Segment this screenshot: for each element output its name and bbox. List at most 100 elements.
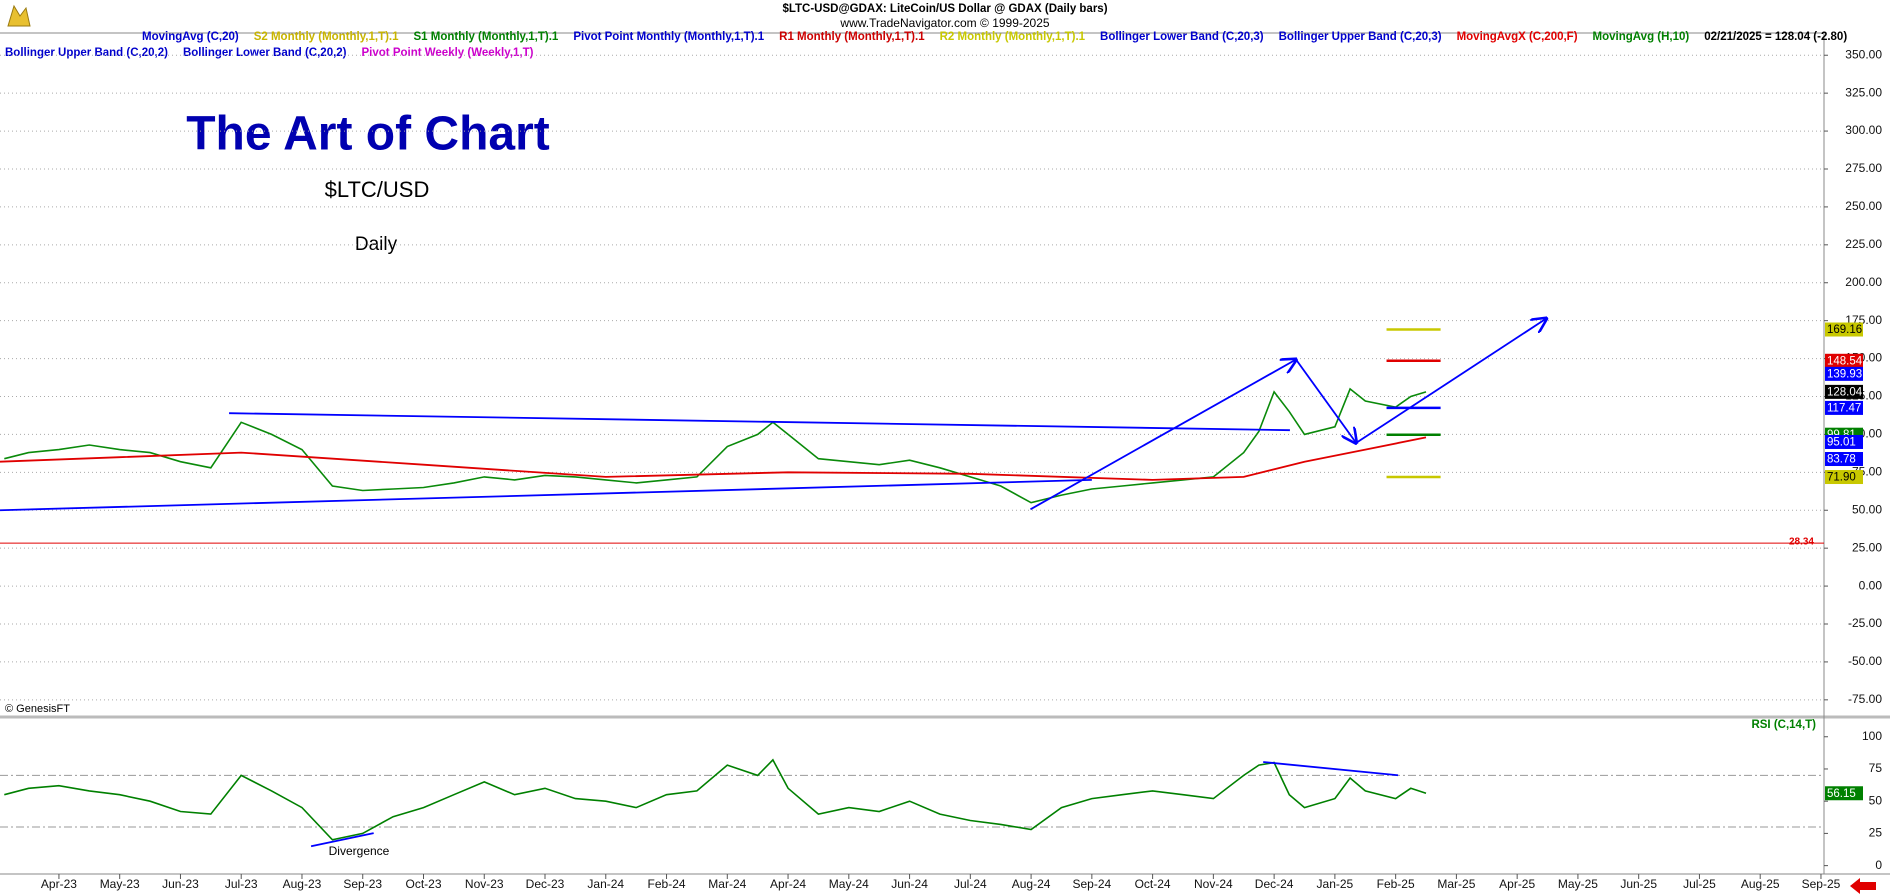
x-tick-label: Dec-23 xyxy=(526,877,565,891)
header-site: www.TradeNavigator.com © 1999-2025 xyxy=(839,16,1049,30)
y-tick-label: 50.00 xyxy=(1852,502,1882,516)
chart-subtitle: $LTC/USD xyxy=(325,177,430,202)
legend-entry: Bollinger Lower Band (C,20,3) xyxy=(1100,31,1264,43)
y-tick-label: 225.00 xyxy=(1845,237,1882,251)
x-tick-label: Aug-24 xyxy=(1012,877,1051,891)
x-tick-label: Oct-23 xyxy=(405,877,441,891)
x-tick-label: Mar-25 xyxy=(1437,877,1475,891)
legend-entry: R2 Monthly (Monthly,1,T).1 xyxy=(940,31,1086,43)
price-label: 148.54 xyxy=(1827,355,1863,367)
x-tick-label: Jul-24 xyxy=(954,877,987,891)
x-tick-label: Oct-24 xyxy=(1135,877,1171,891)
y-tick-label: 100 xyxy=(1862,729,1882,743)
legend-entry: Bollinger Upper Band (C,20,3) xyxy=(1279,31,1442,43)
x-tick-label: May-25 xyxy=(1558,877,1598,891)
x-tick-label: Nov-24 xyxy=(1194,877,1233,891)
x-tick-label: Jan-25 xyxy=(1317,877,1354,891)
y-tick-label: 25.00 xyxy=(1852,540,1882,554)
x-tick-label: Apr-24 xyxy=(770,877,806,891)
trend-line xyxy=(310,832,374,848)
trend-line xyxy=(1263,761,1399,777)
x-tick-label: Sep-24 xyxy=(1072,877,1111,891)
price-label-box xyxy=(1825,322,1863,337)
y-tick-label: 75 xyxy=(1869,761,1883,775)
x-tick-label: Feb-24 xyxy=(648,877,686,891)
horizontal-line-label: 28.34 xyxy=(1789,537,1814,548)
x-tick-label: Feb-25 xyxy=(1377,877,1415,891)
x-tick-label: Apr-25 xyxy=(1499,877,1535,891)
x-tick-label: Sep-23 xyxy=(343,877,382,891)
y-tick-label: 0 xyxy=(1875,858,1882,872)
legend-entry: Bollinger Lower Band (C,20,2) xyxy=(183,47,347,59)
x-tick-label: Sep-25 xyxy=(1802,877,1841,891)
x-tick-label: Mar-24 xyxy=(708,877,746,891)
legend-entry: 02/21/2025 = 128.04 (-2.80) xyxy=(1704,31,1847,43)
price-label-box xyxy=(1825,353,1863,368)
price-label: 169.16 xyxy=(1827,324,1862,336)
x-tick-label: Jul-23 xyxy=(225,877,258,891)
x-tick-label: Aug-25 xyxy=(1741,877,1780,891)
x-tick-label: May-24 xyxy=(829,877,869,891)
x-tick-label: Jan-24 xyxy=(587,877,624,891)
trend-line xyxy=(1355,319,1546,444)
rsi-title: RSI (C,14,T) xyxy=(1751,719,1816,731)
y-tick-label: -50.00 xyxy=(1848,654,1882,668)
x-tick-label: Dec-24 xyxy=(1255,877,1294,891)
price-label-box xyxy=(1825,400,1863,415)
legend-entry: R1 Monthly (Monthly,1,T).1 xyxy=(779,31,925,43)
x-tick-label: Jun-25 xyxy=(1620,877,1657,891)
trend-line xyxy=(1030,359,1296,511)
price-label-box xyxy=(1825,786,1863,801)
trend-line xyxy=(1295,358,1356,442)
legend-entry: MovingAvg (C,20) xyxy=(142,31,239,43)
trend-line xyxy=(229,412,1290,432)
price-label-box xyxy=(1825,434,1863,449)
divergence-label: Divergence xyxy=(329,844,390,858)
header-symbol: $LTC-USD@GDAX: LiteCoin/US Dollar @ GDAX… xyxy=(782,3,1107,15)
plot-area xyxy=(0,758,1824,841)
legend-entry: S1 Monthly (Monthly,1,T).1 xyxy=(414,31,559,43)
price-label: 117.47 xyxy=(1827,402,1861,414)
scroll-arrow[interactable] xyxy=(1850,878,1876,894)
y-tick-label: 250.00 xyxy=(1845,199,1882,213)
plot-area xyxy=(0,54,1824,701)
y-tick-label: 300.00 xyxy=(1845,123,1882,137)
price-label-box xyxy=(1825,452,1863,467)
price-label: 56.15 xyxy=(1827,788,1856,800)
price-label-box xyxy=(1825,366,1863,381)
y-tick-label: 200.00 xyxy=(1845,275,1882,289)
x-tick-label: Aug-23 xyxy=(283,877,322,891)
y-tick-label: 0.00 xyxy=(1859,578,1883,592)
legend-entry: Pivot Point Monthly (Monthly,1,T).1 xyxy=(573,31,764,43)
y-tick-label: 325.00 xyxy=(1845,85,1882,99)
chart-title: The Art of Chart xyxy=(186,108,550,161)
x-tick-label: Jun-24 xyxy=(891,877,928,891)
x-tick-label: Jul-25 xyxy=(1683,877,1716,891)
y-tick-label: 350.00 xyxy=(1845,47,1882,61)
price-label: 71.90 xyxy=(1827,472,1856,484)
logo xyxy=(7,4,31,27)
y-tick-label: -25.00 xyxy=(1848,616,1882,630)
copyright: © GenesisFT xyxy=(5,703,70,715)
x-tick-label: Jun-23 xyxy=(162,877,199,891)
price-label-box xyxy=(1825,384,1863,399)
y-tick-label: 50 xyxy=(1869,793,1883,807)
trend-line xyxy=(0,479,1092,512)
y-tick-label: 275.00 xyxy=(1845,161,1882,175)
price-label: 139.93 xyxy=(1827,368,1862,380)
price-label-box xyxy=(1825,470,1863,485)
price-label: 83.78 xyxy=(1827,454,1856,466)
legend-entry: MovingAvgX (C,200,F) xyxy=(1457,31,1578,43)
series-line xyxy=(4,758,1427,841)
x-tick-label: Nov-23 xyxy=(465,877,504,891)
series-line xyxy=(0,436,1427,481)
x-tick-label: Apr-23 xyxy=(41,877,77,891)
x-tick-label: May-23 xyxy=(100,877,140,891)
y-tick-label: -75.00 xyxy=(1848,692,1882,706)
legend-entry: S2 Monthly (Monthly,1,T).1 xyxy=(254,31,399,43)
plot-layer: MovingAvg (C,20) S2 Monthly (Monthly,1,T)… xyxy=(0,31,1882,891)
price-label: 128.04 xyxy=(1827,386,1863,398)
legend-entry: MovingAvg (H,10) xyxy=(1593,31,1690,43)
